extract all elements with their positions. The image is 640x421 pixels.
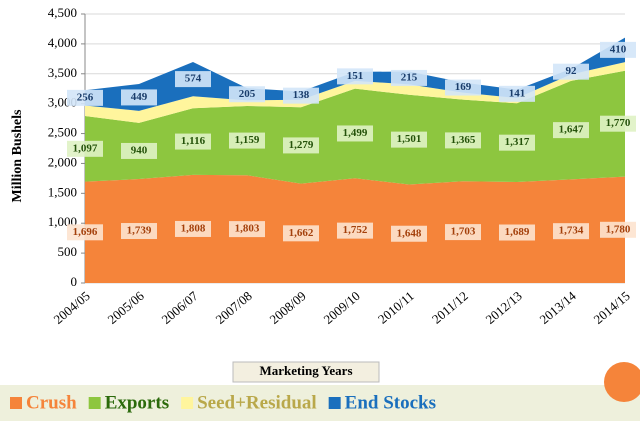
data-label: 1,696	[73, 226, 98, 238]
data-label: 1,662	[289, 227, 314, 239]
legend-swatch	[89, 397, 101, 409]
data-label: 205	[239, 88, 256, 100]
y-tick-label: 500	[58, 244, 78, 259]
data-label: 940	[131, 144, 148, 156]
data-label: 1,317	[505, 136, 530, 148]
data-label: 449	[131, 91, 148, 103]
data-label: 1,648	[397, 227, 422, 239]
legend-label: End Stocks	[345, 392, 436, 413]
data-label: 256	[77, 91, 94, 103]
data-label: 138	[293, 89, 310, 101]
data-label: 151	[347, 70, 364, 82]
data-label: 1,279	[289, 139, 314, 151]
y-tick-label: 4,000	[48, 35, 77, 50]
data-label: 1,770	[606, 117, 631, 129]
legend-label: Seed+Residual	[197, 392, 317, 413]
data-label: 1,752	[343, 224, 368, 236]
data-label: 169	[455, 81, 472, 93]
data-label: 574	[185, 73, 202, 85]
data-label: 1,703	[451, 226, 476, 238]
y-tick-label: 3,500	[48, 65, 77, 80]
data-label: 1,808	[181, 222, 206, 234]
chart: 05001,0001,5002,0002,5003,0003,5004,0004…	[0, 0, 640, 421]
data-label: 1,159	[235, 134, 260, 146]
data-label: 1,116	[181, 135, 206, 147]
data-label: 92	[566, 65, 578, 77]
data-label: 1,734	[559, 225, 584, 237]
y-tick-label: 0	[71, 274, 78, 289]
y-axis-title: Million Bushels	[10, 109, 25, 203]
data-label: 1,647	[559, 124, 584, 136]
data-label: 1,780	[606, 223, 631, 235]
data-label: 1,803	[235, 223, 260, 235]
legend-swatch	[329, 397, 341, 409]
data-label: 410	[610, 43, 627, 55]
legend-swatch	[10, 397, 22, 409]
y-tick-label: 4,500	[48, 5, 77, 20]
legend-label: Exports	[105, 392, 169, 413]
data-label: 1,365	[451, 134, 476, 146]
y-tick-label: 1,500	[48, 184, 77, 199]
data-label: 1,097	[73, 142, 98, 154]
legend-swatch	[181, 397, 193, 409]
data-label: 1,689	[505, 226, 530, 238]
legend-label: Crush	[26, 392, 77, 413]
x-axis-title: Marketing Years	[259, 363, 352, 378]
data-label: 141	[509, 87, 526, 99]
legend: Crush Exports Seed+Residual End Stocks	[10, 392, 436, 413]
data-label: 1,499	[343, 127, 368, 139]
y-tick-label: 2,500	[48, 125, 77, 140]
data-label: 1,501	[397, 133, 422, 145]
data-label: 1,739	[127, 225, 152, 237]
data-label: 215	[401, 71, 418, 83]
